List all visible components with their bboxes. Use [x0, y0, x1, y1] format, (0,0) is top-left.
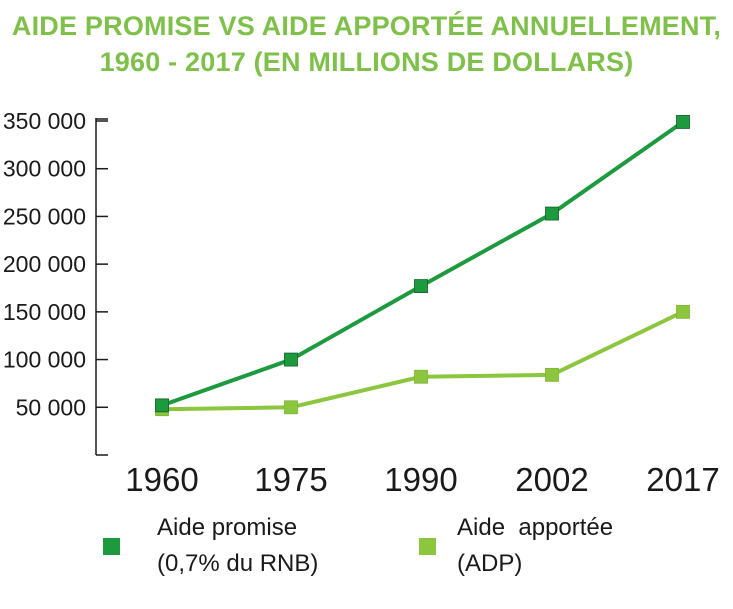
legend-label-delivered-line-2: (ADP): [457, 550, 523, 577]
series-lines: [161, 120, 685, 412]
data-point-promise: [155, 398, 169, 413]
data-point-delivered: [284, 400, 298, 415]
data-point-delivered: [676, 304, 690, 319]
data-point-promise: [414, 279, 428, 293]
series-line-promise: [161, 120, 685, 408]
y-tick-labels: 50 000 100 000 150 000 200 000 250 000 300 00…: [3, 108, 86, 420]
x-tick-label: 1990: [384, 461, 457, 498]
y-tick-label: 350 000: [3, 108, 86, 134]
y-tick-label: 50 000: [16, 394, 86, 420]
x-tick-label: 1960: [125, 461, 198, 498]
x-tick-labels: 1960 1975 1990 2002 2017: [125, 461, 719, 498]
legend-swatch-promise: [103, 538, 120, 555]
legend-item-delivered: Aide apportée (ADP): [457, 510, 613, 582]
data-point-promise: [284, 352, 298, 367]
legend-label-promise-line-1: Aide promise: [157, 514, 298, 541]
legend-swatch-delivered: [419, 538, 436, 555]
chart-title: AIDE PROMISE VS AIDE APPORTÉE ANNUELLEME…: [0, 8, 733, 80]
y-tick-label: 200 000: [3, 251, 86, 277]
y-tick-label: 100 000: [3, 347, 86, 373]
series-line-delivered: [161, 310, 684, 412]
chart-title-line-2: 1960 - 2017 (EN MILLIONS DE DOLLARS): [99, 47, 634, 77]
legend-label-delivered-line-1: Aide apportée: [457, 514, 614, 541]
data-point-promise: [676, 115, 690, 129]
chart-title-line-1: AIDE PROMISE VS AIDE APPORTÉE ANNUELLEME…: [11, 11, 722, 41]
data-point-delivered: [414, 369, 428, 384]
y-tick-label: 150 000: [3, 299, 86, 325]
x-tick-label: 2017: [646, 461, 719, 498]
series-points: [155, 115, 690, 417]
x-tick-label: 2002: [515, 461, 588, 498]
y-tick-label: 250 000: [3, 203, 86, 229]
axes: [95, 118, 108, 456]
y-tick-label: 300 000: [3, 156, 86, 182]
data-point-delivered: [545, 367, 559, 382]
data-point-promise: [545, 206, 559, 221]
x-tick-label: 1975: [254, 461, 327, 498]
legend-label-promise-line-2: (0,7% du RNB): [157, 550, 319, 577]
legend-item-promise: Aide promise (0,7% du RNB): [157, 510, 318, 582]
